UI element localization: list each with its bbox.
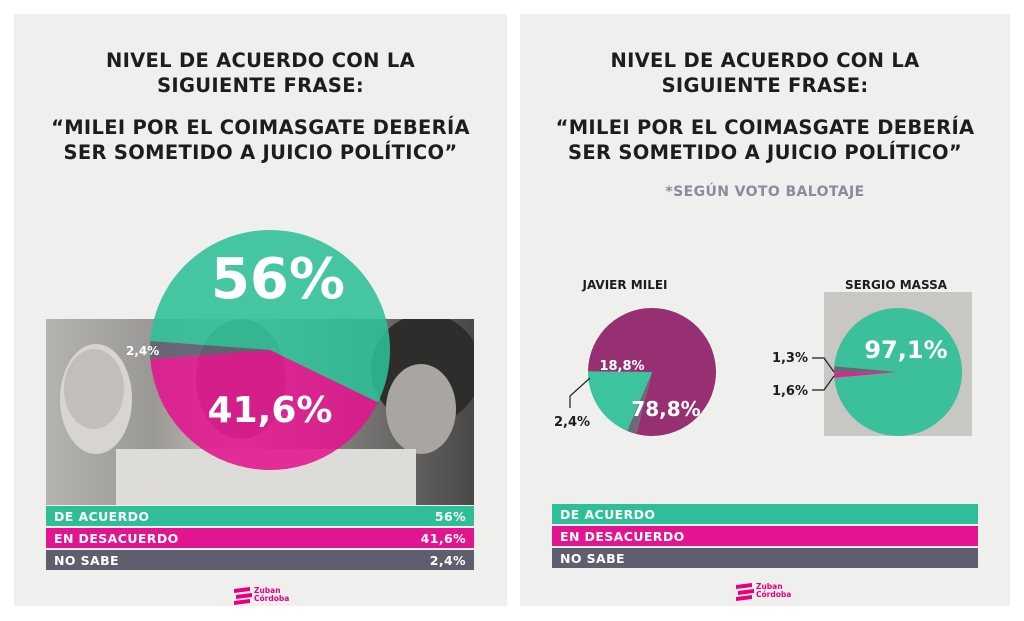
left-legend-value: 56%: [434, 509, 466, 524]
left-legend-label: NO SABE: [54, 553, 119, 568]
massa-label-disagree: 1,3%: [772, 351, 808, 366]
left-pie-slice-no-sabe: [150, 341, 270, 360]
left-title: NIVEL DE ACUERDO CON LA SIGUIENTE FRASE:: [14, 48, 507, 98]
left-legend-label: DE ACUERDO: [54, 509, 150, 524]
left-pie-label-disagree: 41,6%: [208, 390, 333, 431]
massa-pie-slice-de-acuerdo: [834, 308, 962, 437]
right-pie-charts: JAVIER MILEI 18,8% 78,8% 2,4% SERGIO MASSA 97…: [554, 278, 962, 437]
zuban-cordoba-logo: [736, 583, 754, 601]
massa-label-dontknow: 1,6%: [772, 384, 808, 399]
left-legend-row: DE ACUERDO 56%: [46, 506, 474, 526]
left-legend-row: EN DESACUERDO 41,6%: [46, 528, 474, 548]
massa-pie-title: SERGIO MASSA: [845, 278, 948, 292]
left-pie-chart: 56% 41,6% 2,4%: [126, 230, 390, 471]
milei-label-agree: 18,8%: [599, 359, 644, 374]
massa-label-agree: 97,1%: [864, 336, 947, 364]
left-title-line1: NIVEL DE ACUERDO CON LA: [105, 49, 416, 72]
milei-pie-slice-no-sabe: [627, 372, 652, 435]
milei-label-dontknow: 2,4%: [554, 415, 590, 430]
right-quote: “MILEI POR EL COIMASGATE DEBERÍA SER SOM…: [520, 115, 1010, 165]
logo-line1: Zuban: [756, 582, 783, 591]
ballot-note: *SEGÚN VOTO BALOTAJE: [665, 184, 865, 200]
milei-label-disagree: 78,8%: [631, 397, 700, 421]
left-quote-line2: SER SOMETIDO A JUICIO POLÍTICO”: [63, 141, 458, 164]
right-infographic-panel: NIVEL DE ACUERDO CON LA SIGUIENTE FRASE:…: [520, 14, 1010, 606]
massa-pie-slice-en-desacuerdo: [834, 372, 898, 378]
left-legend-value: 2,4%: [429, 553, 466, 568]
left-title-line2: SIGUIENTE FRASE:: [157, 74, 364, 97]
massa-leader-line-disagree: [812, 357, 835, 373]
left-legend-label: EN DESACUERDO: [54, 531, 179, 546]
right-title-line2: SIGUIENTE FRASE:: [661, 74, 869, 97]
left-pie-label-agree: 56%: [211, 247, 345, 312]
right-legend-label: DE ACUERDO: [560, 507, 656, 522]
logo-line1: Zuban: [254, 586, 281, 595]
right-legend-label: EN DESACUERDO: [560, 529, 685, 544]
right-legend-row: NO SABE: [552, 548, 978, 568]
right-quote-line2: SER SOMETIDO A JUICIO POLÍTICO”: [568, 141, 962, 164]
right-legend-label: NO SABE: [560, 551, 625, 566]
milei-leader-line: [569, 377, 591, 408]
left-legend-value: 41,6%: [420, 531, 466, 546]
logo-text: Zuban Córdoba: [756, 583, 791, 599]
logo-text: Zuban Córdoba: [254, 587, 289, 603]
milei-pie-slice-de-acuerdo: [588, 371, 652, 431]
left-quote-line1: “MILEI POR EL COIMASGATE DEBERÍA: [51, 116, 470, 139]
right-title: NIVEL DE ACUERDO CON LA SIGUIENTE FRASE:: [520, 48, 1010, 98]
milei-pie-slice-en-desacuerdo: [588, 308, 716, 436]
left-pie-slice-de-acuerdo: [150, 230, 390, 403]
right-legend-row: DE ACUERDO: [552, 504, 978, 524]
left-legend-row: NO SABE 2,4%: [46, 550, 474, 570]
massa-pie-slice-no-sabe: [834, 366, 898, 373]
zuban-cordoba-logo: [234, 587, 252, 605]
logo-line2: Córdoba: [254, 594, 290, 603]
logo-line2: Córdoba: [756, 590, 792, 599]
left-pie-slice-en-desacuerdo: [150, 350, 378, 471]
right-quote-line1: “MILEI POR EL COIMASGATE DEBERÍA: [555, 116, 975, 139]
massa-leader-line-dontknow: [812, 375, 835, 391]
right-legend-row: EN DESACUERDO: [552, 526, 978, 546]
left-infographic-panel: NIVEL DE ACUERDO CON LA SIGUIENTE FRASE:…: [14, 14, 507, 606]
left-quote: “MILEI POR EL COIMASGATE DEBERÍA SER SOM…: [14, 115, 507, 165]
milei-pie-title: JAVIER MILEI: [581, 278, 667, 292]
left-pie-label-dontknow: 2,4%: [126, 344, 159, 358]
right-title-line1: NIVEL DE ACUERDO CON LA: [610, 49, 920, 72]
